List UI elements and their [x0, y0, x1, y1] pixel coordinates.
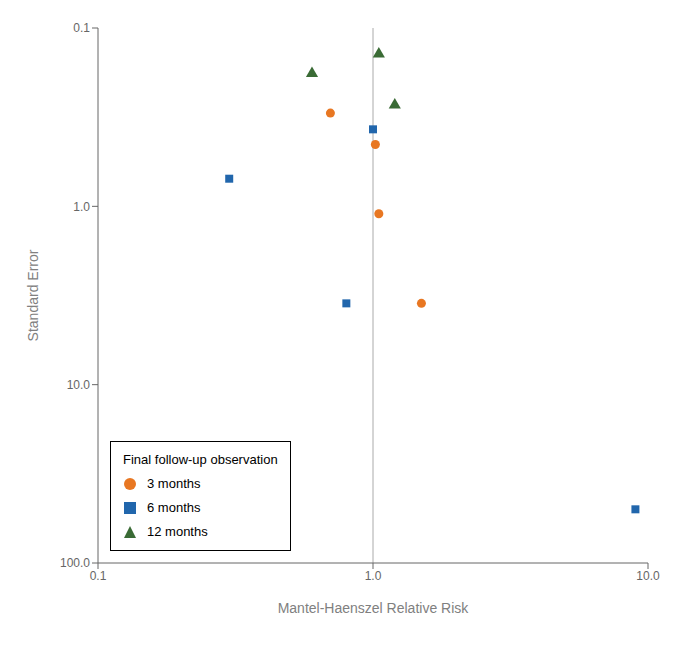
svg-text:Standard Error: Standard Error: [25, 249, 41, 341]
svg-text:100.0: 100.0: [60, 556, 90, 570]
svg-text:0.1: 0.1: [73, 21, 90, 35]
svg-text:1.0: 1.0: [73, 200, 90, 214]
svg-text:1.0: 1.0: [365, 569, 382, 583]
html-text:12 months: 12 months: [147, 524, 208, 539]
html-text:Final follow-up observation: Final follow-up observation: [123, 452, 278, 467]
html-text:6 months: 6 months: [147, 500, 201, 515]
svg-text:Mantel-Haenszel Relative Risk: Mantel-Haenszel Relative Risk: [278, 600, 470, 616]
svg-text:0.1: 0.1: [90, 569, 107, 583]
html-text:3 months: 3 months: [147, 476, 201, 491]
svg-text:10.0: 10.0: [67, 378, 91, 392]
svg-text:10.0: 10.0: [636, 569, 660, 583]
